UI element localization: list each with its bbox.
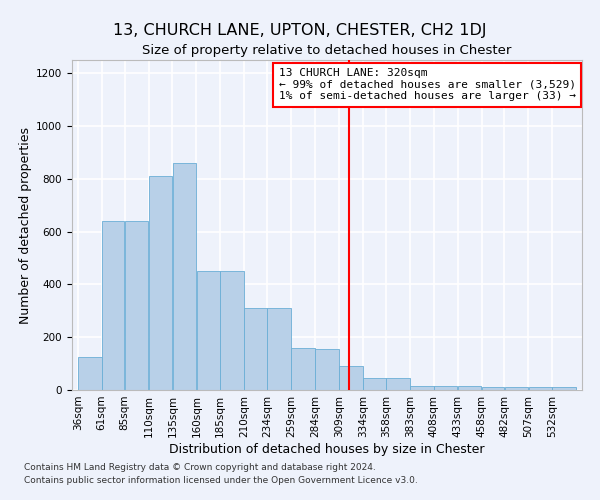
Bar (315, 349, 339, 390)
Bar (291, 348, 315, 390)
Bar (173, 163, 196, 390)
Bar (529, 388, 552, 390)
X-axis label: Distribution of detached houses by size in Chester: Distribution of detached houses by size … (169, 442, 485, 456)
Bar (505, 388, 528, 390)
Bar (125, 221, 148, 390)
Bar (339, 366, 363, 390)
Y-axis label: Number of detached properties: Number of detached properties (19, 126, 32, 324)
Bar (149, 176, 172, 390)
Bar (458, 386, 481, 390)
Bar (102, 221, 124, 390)
Text: 13, CHURCH LANE, UPTON, CHESTER, CH2 1DJ: 13, CHURCH LANE, UPTON, CHESTER, CH2 1DJ (113, 22, 487, 38)
Bar (553, 388, 576, 390)
Bar (268, 308, 291, 390)
Bar (386, 378, 410, 390)
Title: Size of property relative to detached houses in Chester: Size of property relative to detached ho… (142, 44, 512, 58)
Bar (220, 271, 244, 390)
Bar (482, 388, 505, 390)
Bar (244, 308, 267, 390)
Bar (434, 386, 457, 390)
Bar (78, 357, 101, 390)
Bar (410, 386, 434, 390)
Text: 13 CHURCH LANE: 320sqm
← 99% of detached houses are smaller (3,529)
1% of semi-d: 13 CHURCH LANE: 320sqm ← 99% of detached… (278, 68, 575, 102)
Bar (363, 378, 386, 390)
Text: Contains HM Land Registry data © Crown copyright and database right 2024.: Contains HM Land Registry data © Crown c… (24, 464, 376, 472)
Bar (197, 271, 220, 390)
Text: Contains public sector information licensed under the Open Government Licence v3: Contains public sector information licen… (24, 476, 418, 485)
